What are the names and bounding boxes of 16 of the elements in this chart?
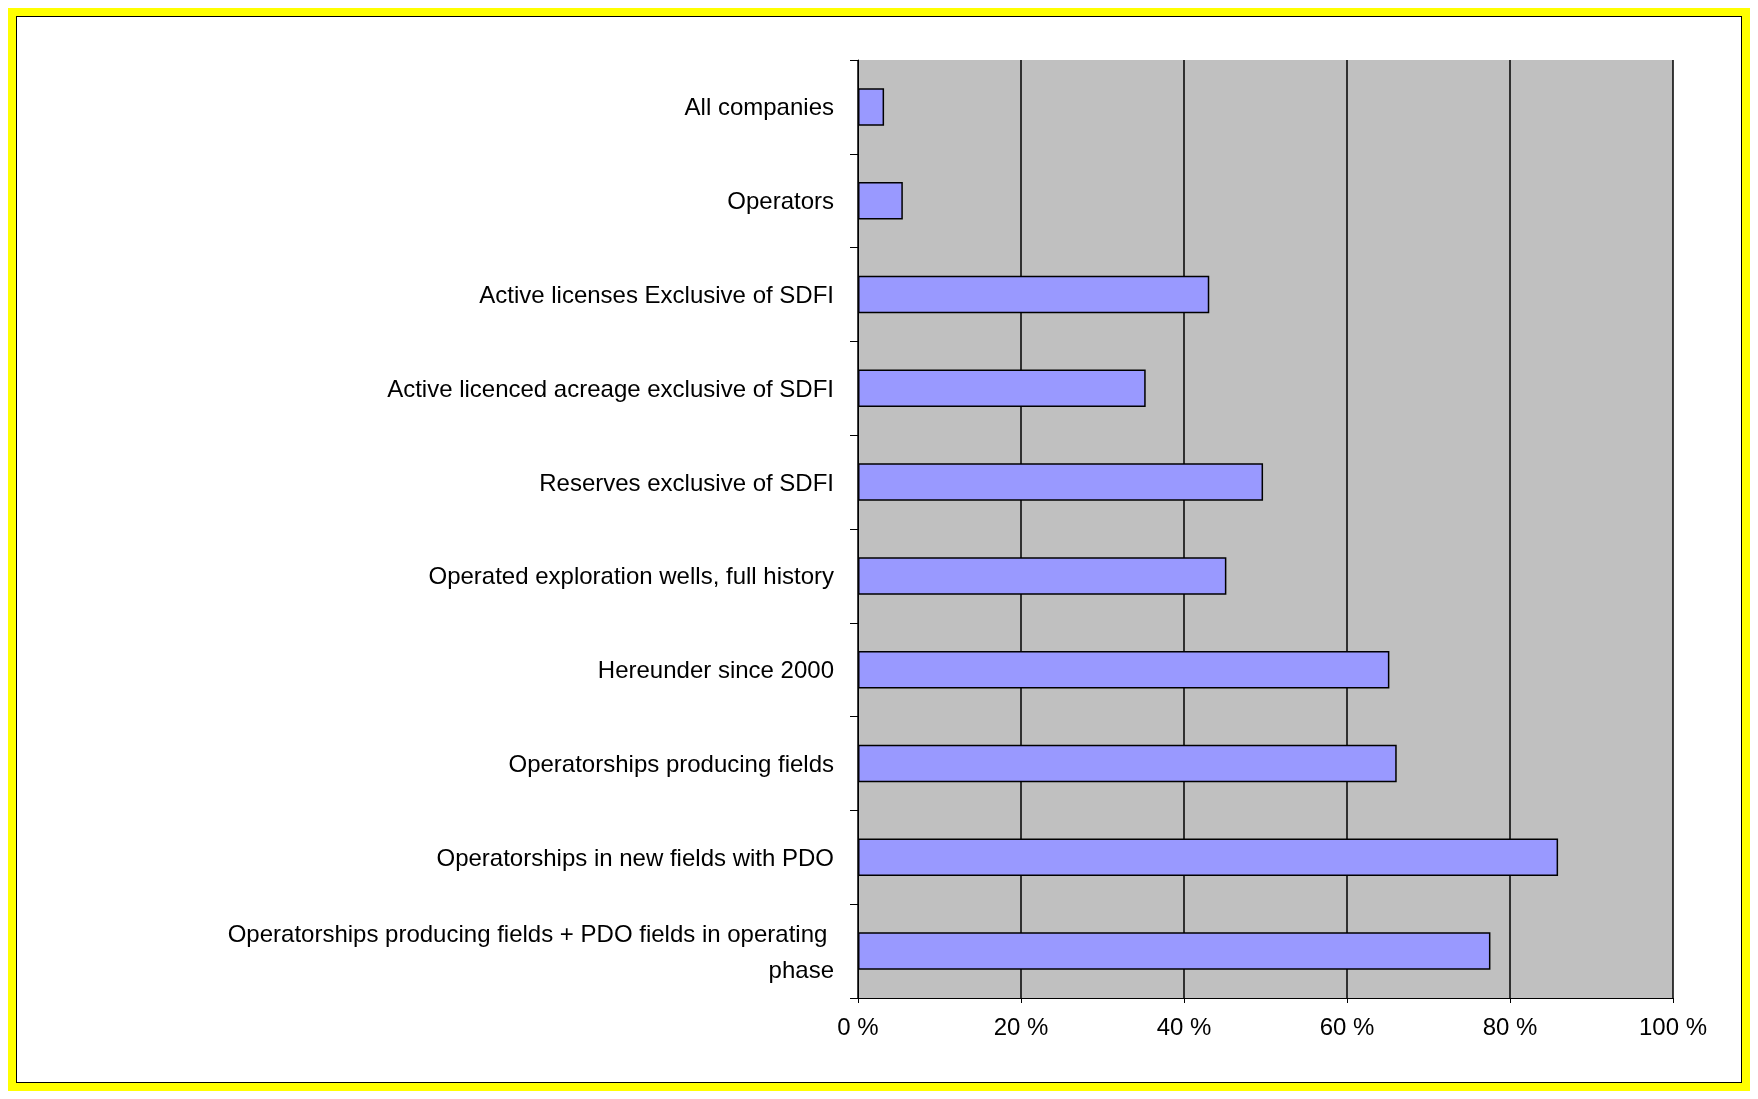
x-tick-label: 0 % <box>837 1012 879 1040</box>
x-tick-label: 60 % <box>1319 1012 1375 1040</box>
x-tick-label: 20 % <box>993 1012 1049 1040</box>
y-tick-label: Operatorships producing fields <box>508 750 834 777</box>
y-tick-label: Operatorships in new fields with PDO <box>436 843 834 871</box>
x-tick-label: 100 % <box>1638 1012 1708 1040</box>
y-tick-label: Operated exploration wells, full history <box>428 562 834 590</box>
y-tick-label: Active licenses Exclusive of SDFI <box>479 281 834 308</box>
y-tick-label: Hereunder since 2000 <box>597 656 834 684</box>
y-tick-label: Reserves exclusive of SDFI <box>539 468 834 496</box>
x-tick-label: 40 % <box>1156 1012 1212 1040</box>
y-tick-label: Active licenced acreage exclusive of SDFI <box>387 374 834 402</box>
y-tick-label: All companies <box>684 93 834 121</box>
x-tick-label: 80 % <box>1482 1012 1538 1040</box>
y-tick-label: Operatorships producing fields + PDO fields in operating phase <box>227 919 834 983</box>
y-tick-label: Operators <box>727 187 834 215</box>
